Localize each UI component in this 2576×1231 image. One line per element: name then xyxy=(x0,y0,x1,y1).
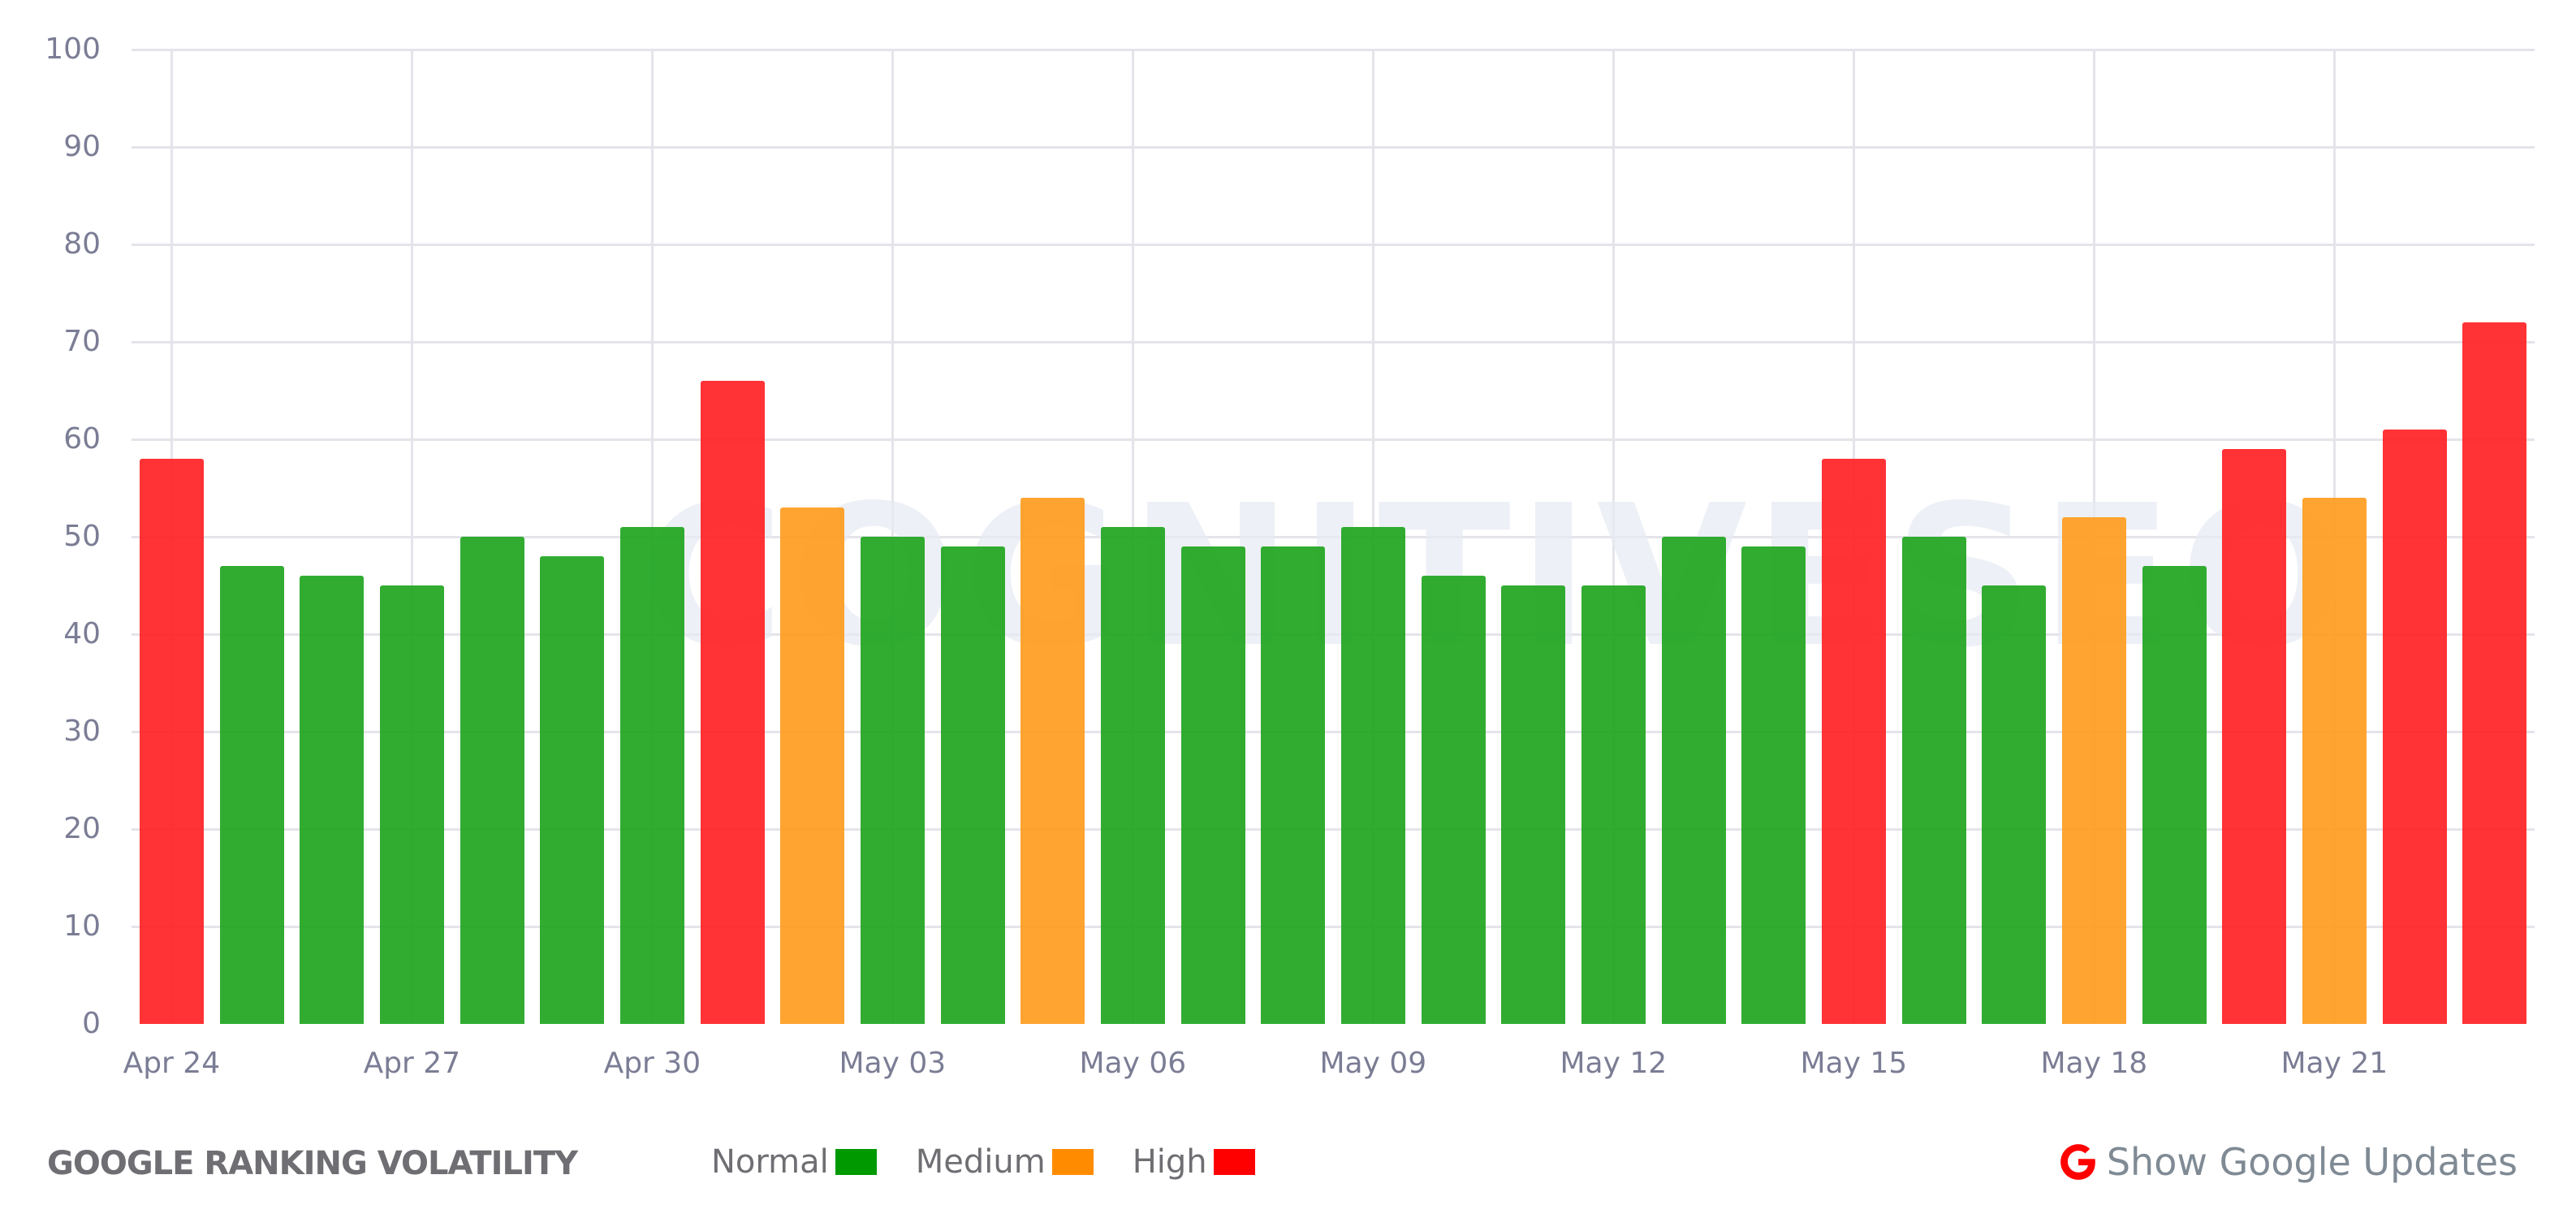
bar-may-16[interactable] xyxy=(1901,537,1966,1024)
bar-may-05[interactable] xyxy=(1020,498,1085,1024)
y-tick-label: 30 xyxy=(63,715,101,748)
show-google-updates-toggle[interactable]: Show Google Updates xyxy=(2058,1140,2518,1184)
y-tick-label: 50 xyxy=(63,520,101,553)
bar-apr-25[interactable] xyxy=(219,566,284,1024)
bar-may-04[interactable] xyxy=(940,546,1005,1024)
y-tick-label: 60 xyxy=(63,422,101,456)
gridline-horizontal xyxy=(132,49,2535,51)
legend-item-normal: Normal xyxy=(711,1143,877,1181)
bar-may-18[interactable] xyxy=(2061,517,2126,1024)
google-g-icon xyxy=(2060,1144,2095,1180)
x-tick-label: Apr 27 xyxy=(363,1047,461,1080)
legend-label: Medium xyxy=(915,1143,1046,1181)
bar-apr-28[interactable] xyxy=(460,537,524,1024)
bar-may-14[interactable] xyxy=(1741,546,1806,1024)
x-tick-label: May 06 xyxy=(1079,1047,1187,1080)
bar-apr-27[interactable] xyxy=(379,585,444,1024)
x-tick-label: May 21 xyxy=(2280,1047,2388,1080)
bar-may-21[interactable] xyxy=(2302,498,2367,1024)
gridline-horizontal xyxy=(132,146,2535,149)
gridline-horizontal xyxy=(132,341,2535,343)
gridline-horizontal xyxy=(132,731,2535,733)
y-tick-label: 70 xyxy=(63,325,101,358)
gridline-horizontal xyxy=(132,828,2535,831)
bar-may-23[interactable] xyxy=(2462,322,2527,1024)
y-tick-label: 40 xyxy=(63,617,101,650)
gridline-horizontal xyxy=(132,244,2535,246)
y-tick-label: 0 xyxy=(82,1007,101,1040)
bar-may-15[interactable] xyxy=(1821,459,1886,1024)
y-tick-label: 90 xyxy=(63,130,101,163)
bar-may-08[interactable] xyxy=(1261,546,1326,1024)
x-tick-label: May 12 xyxy=(1560,1047,1668,1080)
bar-may-03[interactable] xyxy=(860,537,925,1024)
bar-may-09[interactable] xyxy=(1340,527,1405,1024)
gridline-horizontal xyxy=(132,438,2535,441)
bar-may-13[interactable] xyxy=(1661,537,1726,1024)
chart-title: GOOGLE RANKING VOLATILITY xyxy=(47,1145,578,1182)
y-tick-label: 80 xyxy=(63,227,101,261)
show-google-updates-label: Show Google Updates xyxy=(2106,1140,2518,1184)
bar-apr-30[interactable] xyxy=(619,527,684,1024)
bar-apr-24[interactable] xyxy=(139,459,204,1024)
bar-may-01[interactable] xyxy=(700,381,765,1024)
bar-may-19[interactable] xyxy=(2142,566,2207,1024)
bar-may-10[interactable] xyxy=(1421,576,1486,1024)
x-tick-label: Apr 24 xyxy=(123,1047,221,1080)
legend-swatch-medium xyxy=(1051,1149,1094,1175)
gridline-horizontal xyxy=(132,633,2535,636)
legend-label: High xyxy=(1132,1143,1207,1181)
bar-may-22[interactable] xyxy=(2382,430,2447,1024)
x-tick-label: May 15 xyxy=(1800,1047,1908,1080)
y-tick-label: 10 xyxy=(63,909,101,943)
y-tick-label: 20 xyxy=(63,812,101,845)
bar-may-07[interactable] xyxy=(1180,546,1245,1024)
legend-swatch-high xyxy=(1213,1149,1255,1175)
legend-swatch-normal xyxy=(835,1149,877,1175)
x-tick-label: May 18 xyxy=(2040,1047,2148,1080)
legend: Normal Medium High xyxy=(711,1143,1294,1181)
bar-may-06[interactable] xyxy=(1100,527,1165,1024)
bar-may-02[interactable] xyxy=(780,508,845,1024)
y-tick-label: 100 xyxy=(45,32,101,66)
bar-apr-26[interactable] xyxy=(300,576,365,1024)
legend-item-medium: Medium xyxy=(916,1143,1094,1181)
bar-may-17[interactable] xyxy=(1982,585,2047,1024)
legend-item-high: High xyxy=(1133,1143,1255,1181)
gridline-horizontal xyxy=(132,536,2535,538)
x-tick-label: Apr 30 xyxy=(603,1047,701,1080)
bar-may-12[interactable] xyxy=(1581,585,1646,1024)
x-tick-label: May 09 xyxy=(1319,1047,1427,1080)
bar-apr-29[interactable] xyxy=(540,556,605,1024)
legend-label: Normal xyxy=(711,1143,829,1181)
bar-may-11[interactable] xyxy=(1501,585,1566,1024)
x-tick-label: May 03 xyxy=(839,1047,947,1080)
gridline-horizontal xyxy=(132,926,2535,928)
gridline-vertical xyxy=(1612,50,1616,1024)
bar-may-20[interactable] xyxy=(2222,449,2287,1024)
gridline-vertical xyxy=(411,50,414,1024)
watermark: COGNITIVESEO xyxy=(641,463,2352,690)
